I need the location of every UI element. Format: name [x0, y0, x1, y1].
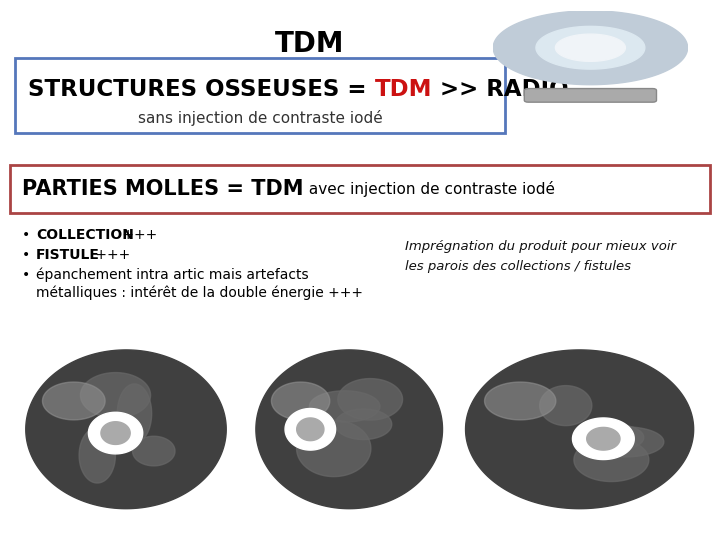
Text: •: •	[22, 248, 30, 262]
Polygon shape	[588, 427, 664, 457]
Polygon shape	[256, 350, 443, 509]
Polygon shape	[81, 373, 150, 418]
Polygon shape	[42, 382, 105, 420]
Polygon shape	[493, 11, 688, 85]
FancyBboxPatch shape	[524, 89, 657, 102]
Polygon shape	[587, 428, 620, 450]
FancyBboxPatch shape	[10, 165, 710, 213]
Polygon shape	[466, 350, 693, 509]
Polygon shape	[297, 420, 371, 477]
Text: >> RADIO: >> RADIO	[432, 78, 569, 102]
Polygon shape	[335, 409, 392, 440]
Polygon shape	[587, 424, 644, 450]
Polygon shape	[555, 34, 626, 62]
Polygon shape	[297, 418, 324, 441]
Polygon shape	[117, 384, 152, 443]
FancyBboxPatch shape	[15, 58, 505, 133]
Polygon shape	[89, 413, 143, 454]
Polygon shape	[338, 379, 402, 420]
Polygon shape	[285, 409, 336, 450]
Text: COLLECTION: COLLECTION	[36, 228, 134, 242]
Text: avec injection de contraste iodé: avec injection de contraste iodé	[304, 181, 554, 197]
Polygon shape	[540, 386, 592, 426]
Text: +++: +++	[118, 228, 157, 242]
Polygon shape	[26, 350, 226, 509]
Text: •: •	[22, 228, 30, 242]
Polygon shape	[536, 26, 645, 69]
Text: STRUCTURES OSSEUSES =: STRUCTURES OSSEUSES =	[28, 78, 374, 102]
Polygon shape	[497, 13, 684, 48]
Text: épanchement intra artic mais artefacts: épanchement intra artic mais artefacts	[36, 268, 309, 282]
Polygon shape	[101, 422, 130, 444]
Polygon shape	[79, 428, 115, 483]
Text: •: •	[22, 268, 30, 282]
Text: TDM: TDM	[374, 78, 432, 102]
Text: sans injection de contraste iodé: sans injection de contraste iodé	[138, 110, 382, 126]
Text: métalliques : intérêt de la double énergie +++: métalliques : intérêt de la double énerg…	[36, 285, 363, 300]
Polygon shape	[132, 436, 175, 466]
Polygon shape	[271, 382, 330, 420]
Text: PARTIES MOLLES = TDM: PARTIES MOLLES = TDM	[22, 179, 304, 199]
Polygon shape	[574, 438, 649, 482]
Text: FISTULE: FISTULE	[36, 248, 100, 262]
Text: TDM: TDM	[275, 30, 345, 58]
Text: +++: +++	[91, 248, 130, 262]
Polygon shape	[572, 418, 634, 460]
Text: Imprégnation du produit pour mieux voir
les parois des collections / fistules: Imprégnation du produit pour mieux voir …	[405, 240, 676, 273]
Polygon shape	[310, 391, 380, 422]
Polygon shape	[485, 382, 556, 420]
